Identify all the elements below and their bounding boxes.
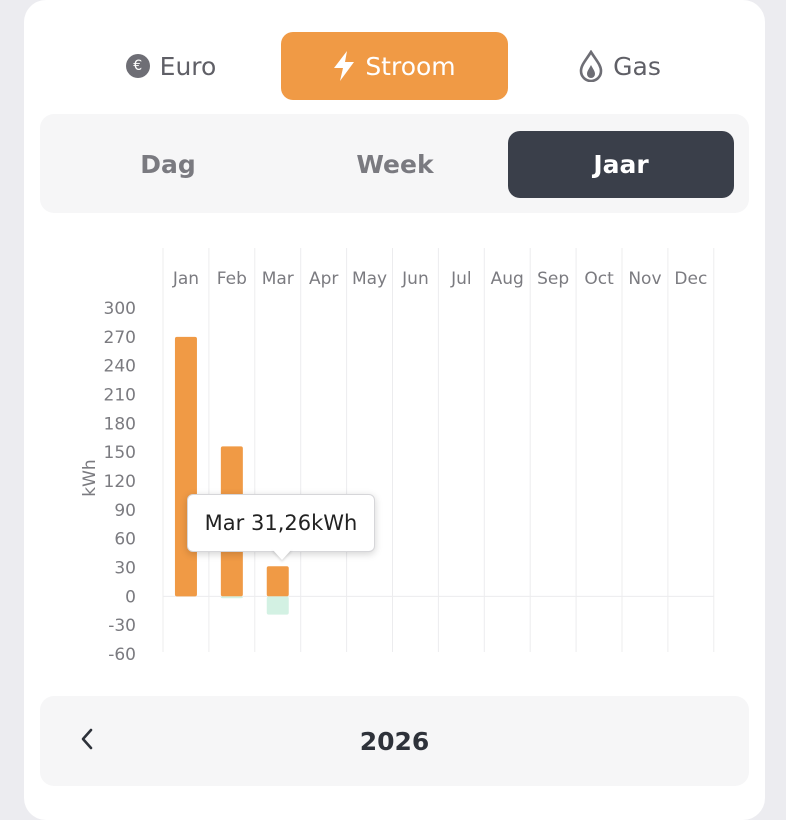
y-tick-label: 0: [125, 587, 136, 607]
tab-gas[interactable]: Gas: [545, 32, 695, 100]
x-tick-label: May: [352, 269, 387, 289]
y-tick-label: 210: [104, 386, 136, 406]
y-tick-label: 300: [104, 299, 136, 319]
y-tick-label: -60: [108, 645, 136, 665]
chart-grid: [162, 248, 715, 652]
year-label: 2026: [359, 726, 430, 756]
tab-stroom-label: Stroom: [365, 51, 456, 81]
x-tick-label: Oct: [584, 269, 614, 289]
usage-bar-chart: Jan Feb Mar Apr May Jun Jul Aug Sep Oct Nov Dec 300…: [80, 248, 715, 665]
x-tick-label: Jan: [172, 269, 199, 289]
bar-return-mar[interactable]: [266, 596, 289, 615]
x-tick-label: Feb: [217, 269, 247, 289]
year-navigation: 2026: [40, 696, 749, 786]
x-tick-label: Apr: [309, 269, 338, 289]
y-axis-title: kWh: [80, 459, 100, 496]
period-selector: Dag Week Jaar: [40, 114, 749, 213]
x-tick-label: Dec: [674, 269, 707, 289]
euro-icon: €: [125, 54, 150, 78]
tooltip-pointer: [272, 549, 292, 560]
x-tick-label: Jul: [450, 269, 472, 289]
tab-gas-label: Gas: [613, 51, 661, 81]
tab-stroom[interactable]: Stroom: [281, 32, 508, 100]
bar-usage-jan[interactable]: [174, 336, 197, 597]
y-tick-label: -30: [108, 616, 136, 636]
flame-drop-icon: [579, 50, 603, 82]
tab-euro[interactable]: € Euro: [96, 32, 246, 100]
tab-euro-label: Euro: [159, 51, 217, 81]
x-tick-label: Aug: [491, 269, 524, 289]
x-tick-label: Nov: [628, 269, 661, 289]
y-tick-label: 180: [104, 414, 136, 434]
x-tick-label: Mar: [262, 269, 294, 289]
y-tick-label: 240: [104, 357, 136, 377]
y-tick-label: 60: [114, 530, 136, 550]
bar-usage-mar[interactable]: [266, 566, 289, 597]
tab-dag[interactable]: Dag: [140, 150, 196, 179]
y-tick-label: 30: [114, 559, 136, 579]
y-tick-label: 90: [114, 501, 136, 521]
y-tick-label: 270: [104, 328, 136, 348]
chart-tooltip: Mar 31,26kWh: [187, 494, 375, 552]
bars: [174, 336, 289, 615]
x-tick-label: Jun: [401, 269, 429, 289]
bar-return-feb[interactable]: [220, 596, 243, 599]
y-tick-label: 120: [104, 472, 136, 492]
previous-year-button[interactable]: [74, 724, 100, 758]
tab-jaar[interactable]: Jaar: [508, 131, 734, 198]
x-tick-label: Sep: [537, 269, 569, 289]
y-tick-label: 150: [104, 443, 136, 463]
lightning-icon: [333, 51, 355, 81]
chevron-left-icon: [80, 728, 94, 754]
tab-week[interactable]: Week: [356, 150, 434, 179]
x-axis: Jan Feb Mar Apr May Jun Jul Aug Sep Oct Nov Dec: [172, 269, 707, 289]
